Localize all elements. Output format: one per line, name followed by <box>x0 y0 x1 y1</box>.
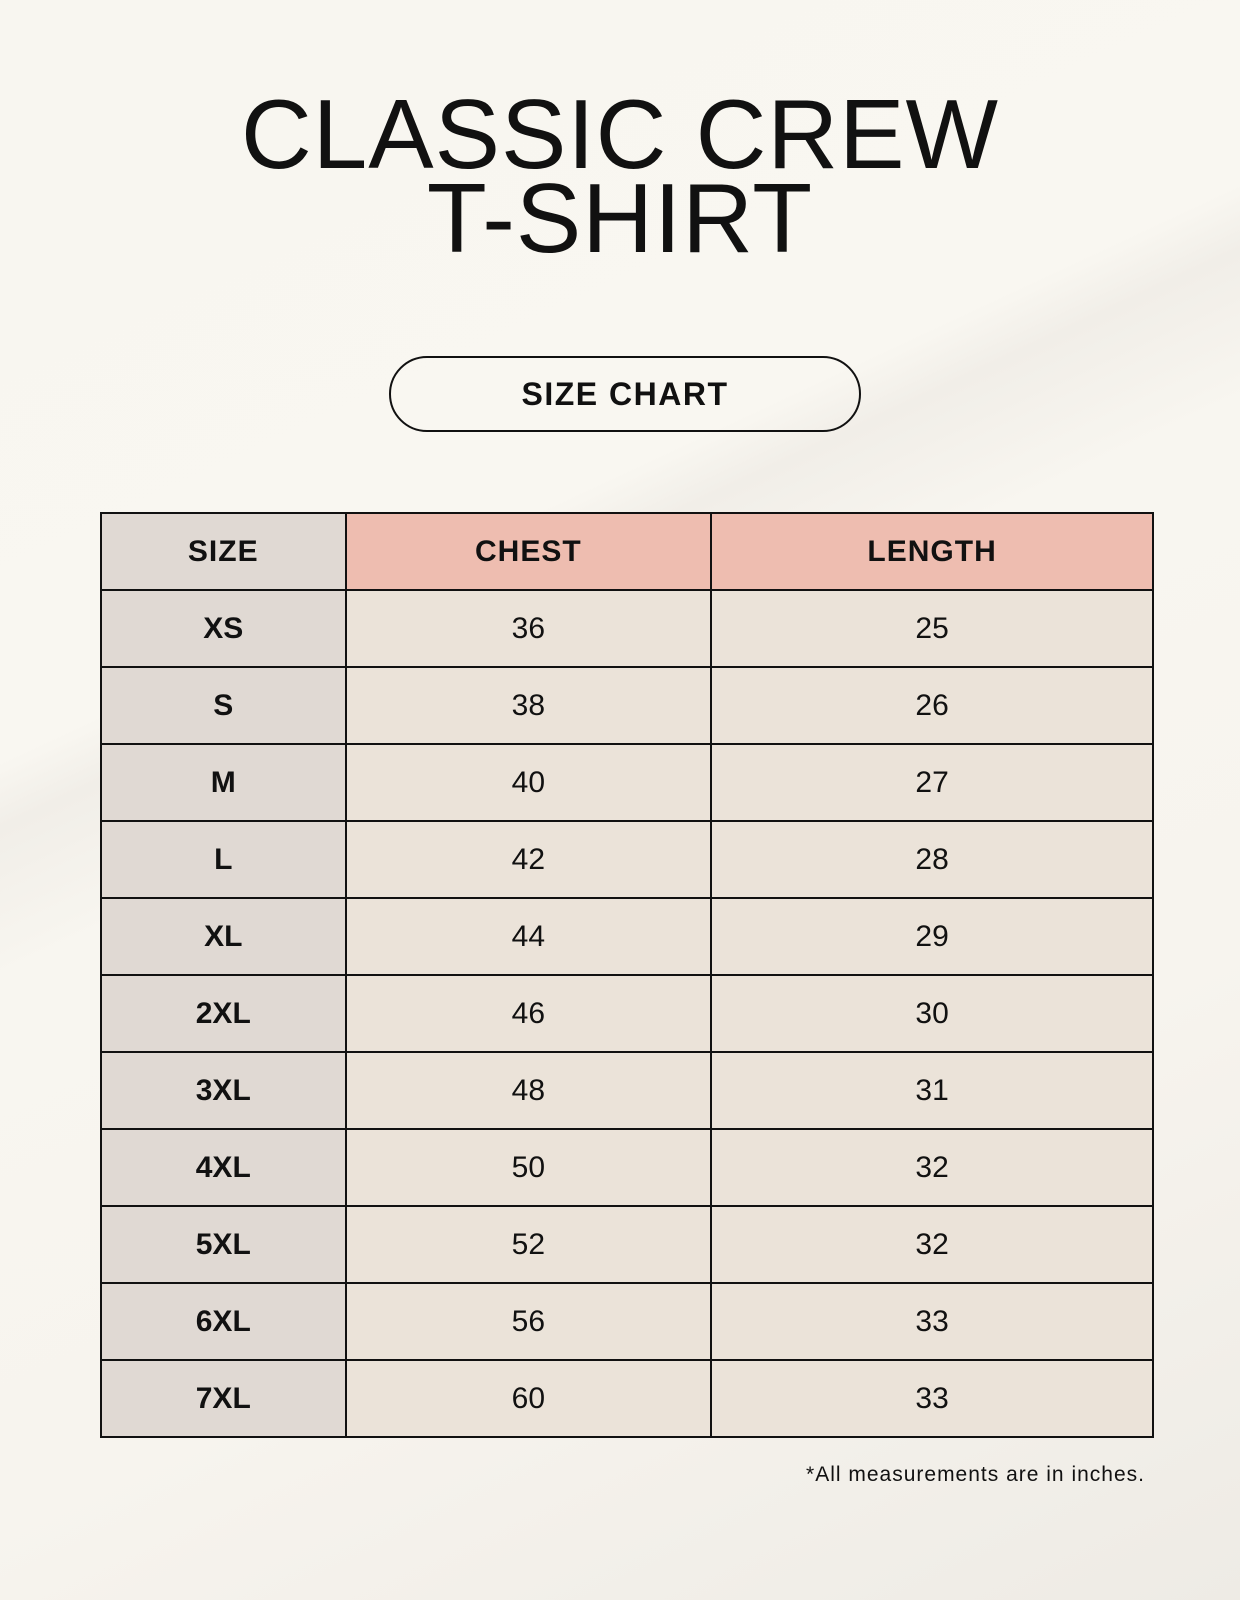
cell-chest: 42 <box>344 820 713 899</box>
cell-length: 32 <box>710 1205 1154 1284</box>
cell-size: 2XL <box>100 974 347 1053</box>
table-row: 5XL 52 32 <box>100 1205 1154 1284</box>
table-row: 4XL 50 32 <box>100 1128 1154 1207</box>
table-header-row: SIZE CHEST LENGTH <box>100 512 1154 591</box>
cell-size: S <box>100 666 347 745</box>
cell-chest: 56 <box>344 1282 713 1361</box>
cell-chest: 44 <box>344 897 713 976</box>
table-row: L 42 28 <box>100 820 1154 899</box>
cell-size: 7XL <box>100 1359 347 1438</box>
table-row: XS 36 25 <box>100 589 1154 668</box>
table-row: 6XL 56 33 <box>100 1282 1154 1361</box>
cell-chest: 60 <box>344 1359 713 1438</box>
cell-chest: 40 <box>344 743 713 822</box>
cell-length: 28 <box>710 820 1154 899</box>
cell-size: 4XL <box>100 1128 347 1207</box>
table-row: XL 44 29 <box>100 897 1154 976</box>
cell-length: 33 <box>710 1282 1154 1361</box>
table-row: S 38 26 <box>100 666 1154 745</box>
table-row: 7XL 60 33 <box>100 1359 1154 1438</box>
cell-length: 30 <box>710 974 1154 1053</box>
cell-chest: 36 <box>344 589 713 668</box>
cell-size: XL <box>100 897 347 976</box>
cell-length: 32 <box>710 1128 1154 1207</box>
cell-size: L <box>100 820 347 899</box>
table-row: 3XL 48 31 <box>100 1051 1154 1130</box>
cell-chest: 50 <box>344 1128 713 1207</box>
cell-size: 5XL <box>100 1205 347 1284</box>
size-chart-badge: SIZE CHART <box>389 356 861 432</box>
page-title: CLASSIC CREW T-SHIRT <box>0 79 1240 273</box>
cell-length: 26 <box>710 666 1154 745</box>
title-line-1: CLASSIC CREW <box>240 79 999 189</box>
header-chest: CHEST <box>344 512 713 591</box>
header-length: LENGTH <box>710 512 1154 591</box>
size-table: SIZE CHEST LENGTH XS 36 25 S 38 26 M 40 27 L 42 28 X… <box>100 512 1154 1438</box>
cell-chest: 46 <box>344 974 713 1053</box>
cell-length: 29 <box>710 897 1154 976</box>
cell-chest: 48 <box>344 1051 713 1130</box>
cell-chest: 52 <box>344 1205 713 1284</box>
cell-length: 33 <box>710 1359 1154 1438</box>
cell-size: XS <box>100 589 347 668</box>
table-row: 2XL 46 30 <box>100 974 1154 1053</box>
cell-length: 31 <box>710 1051 1154 1130</box>
footnote: *All measurements are in inches. <box>806 1463 1145 1486</box>
table-row: M 40 27 <box>100 743 1154 822</box>
cell-size: M <box>100 743 347 822</box>
header-size: SIZE <box>100 512 347 591</box>
cell-chest: 38 <box>344 666 713 745</box>
cell-length: 25 <box>710 589 1154 668</box>
cell-size: 3XL <box>100 1051 347 1130</box>
cell-length: 27 <box>710 743 1154 822</box>
cell-size: 6XL <box>100 1282 347 1361</box>
title-line-2: T-SHIRT <box>426 163 814 273</box>
